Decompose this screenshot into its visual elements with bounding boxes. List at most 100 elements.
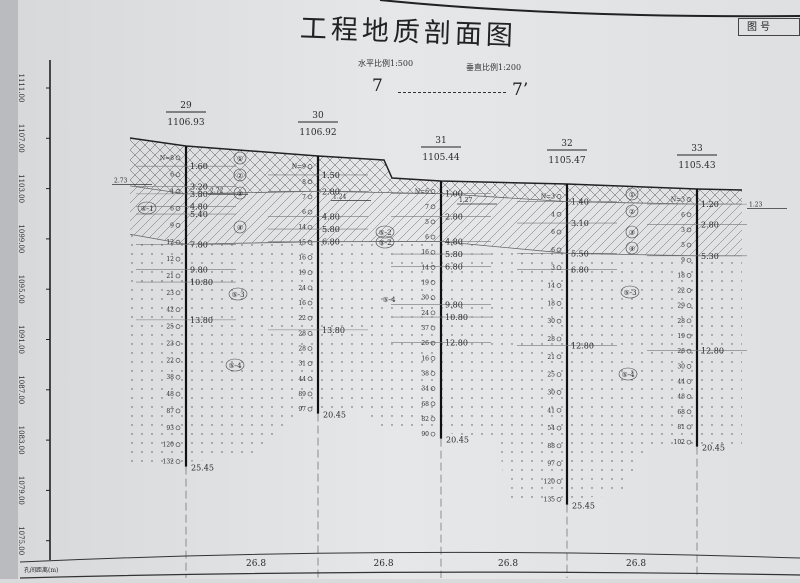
spt-marker [686,439,692,445]
borehole-distance: 26.8 [626,559,646,569]
spt-marker [307,406,313,412]
layer-label: ⑤-3 [623,289,636,297]
spt-value: 14 [298,224,306,231]
spt-value: 23 [166,290,174,297]
axis-tick-label: 1099.00 [17,224,25,253]
spt-marker [556,247,562,253]
spt-marker [556,336,562,342]
layer-depth-value: 1.00 [445,190,463,199]
row-bottom-line [19,571,800,579]
spt-value: 132 [163,459,175,466]
spt-value: 48 [677,394,685,401]
layer-depth-value: 2.80 [445,212,463,221]
spt-value: 22 [298,315,306,322]
layer-depth-value: 12.80 [701,346,724,355]
spt-marker [686,348,692,354]
spt-marker [175,206,181,211]
layer-depth-value: 5.80 [445,250,463,259]
layer-depth-value: 9.80 [190,265,208,274]
spt-marker [307,270,313,276]
final-depth: 20.45 [702,444,725,453]
spt-marker [175,341,181,346]
spt-marker [175,239,181,245]
layer-depth-value: 3.80 [190,190,208,199]
spt-marker [430,295,436,301]
spt-marker [430,431,436,437]
spt-value: 9 [170,222,174,229]
spt-marker [430,249,436,255]
spt-value: 90 [421,431,429,438]
borehole-elevation: 1106.93 [167,118,204,128]
spt-marker [556,211,562,217]
layer-label-circle [233,220,247,234]
final-depth: 20.45 [323,411,346,420]
spt-marker [556,194,562,199]
spt-value: 38 [421,370,429,377]
boreholes: 291106.932.731.603.203.804.805.407.809.8… [112,101,787,578]
layer-depth-value: 5.80 [322,225,340,234]
layer-label: ② [629,208,635,216]
spt-value: 24 [298,285,306,292]
layer-label: ⑤-2 [378,229,391,237]
spt-marker [430,265,436,270]
layer-label-circle [625,241,639,255]
layer-depth-value: 5.40 [190,210,208,219]
spt-value: 54 [547,425,555,432]
layer-label-circle [225,358,245,372]
fill-zone [130,138,742,205]
spt-value: 120 [163,442,175,449]
borehole-elevation: 1105.43 [678,161,715,171]
spt-value: 30 [547,318,555,325]
spt-marker [556,265,562,271]
spt-marker [430,340,436,346]
spt-marker [175,442,181,448]
layer-label-circle [625,187,639,201]
spt-value: 6 [425,234,429,241]
horizontal-scale: 水平比例1:500 [358,59,414,68]
spt-value: 6 [551,229,555,236]
spt-value: 5 [425,219,429,226]
spt-value: 16 [421,355,429,362]
border-curve [379,0,800,18]
layer-label-circle [233,186,247,200]
spt-value: 97 [298,406,306,413]
distance-row-label: 孔间距离(m) [24,566,58,574]
spt-marker [686,318,692,324]
layer-depth-value: 7.80 [190,240,208,249]
soil-zones [128,137,743,505]
spt-marker [686,364,692,369]
spt-value: 14 [547,283,555,290]
layer-label-circle [625,225,639,239]
spt-marker [307,315,313,321]
spt-value: 82 [421,416,429,423]
spt-marker [686,212,692,218]
spt-value: 30 [677,363,685,370]
spt-marker [430,234,436,240]
layer-depth-value: 10.80 [445,313,468,322]
spt-marker [686,257,692,263]
spt-value: 19 [421,280,429,287]
spt-value: 28 [677,318,685,325]
layer-label: ⑤-4 [621,371,635,379]
spt-value: 19 [298,270,306,277]
layer-depth-value: 2.80 [322,187,340,196]
layer-label: ⑤-4 [382,296,396,304]
axis-tick-label: 1107.00 [17,124,25,153]
borehole-id: 29 [180,101,192,111]
spt-value: 16 [421,249,429,256]
spt-marker [307,164,313,169]
drawing-number-box: 图 号 [738,18,800,36]
spt-value: 18 [547,300,555,307]
spt-marker [430,325,436,331]
spt-marker [175,172,181,177]
spt-value: 16 [298,300,306,307]
spt-value: 68 [677,409,685,416]
layer-depth-value: 6.80 [571,266,589,275]
spt-value: 135 [544,496,556,503]
spt-marker [556,390,562,395]
spt-marker [430,416,436,422]
spt-marker [175,374,181,380]
spt-marker [686,424,692,430]
spt-value: 7 [425,204,429,211]
